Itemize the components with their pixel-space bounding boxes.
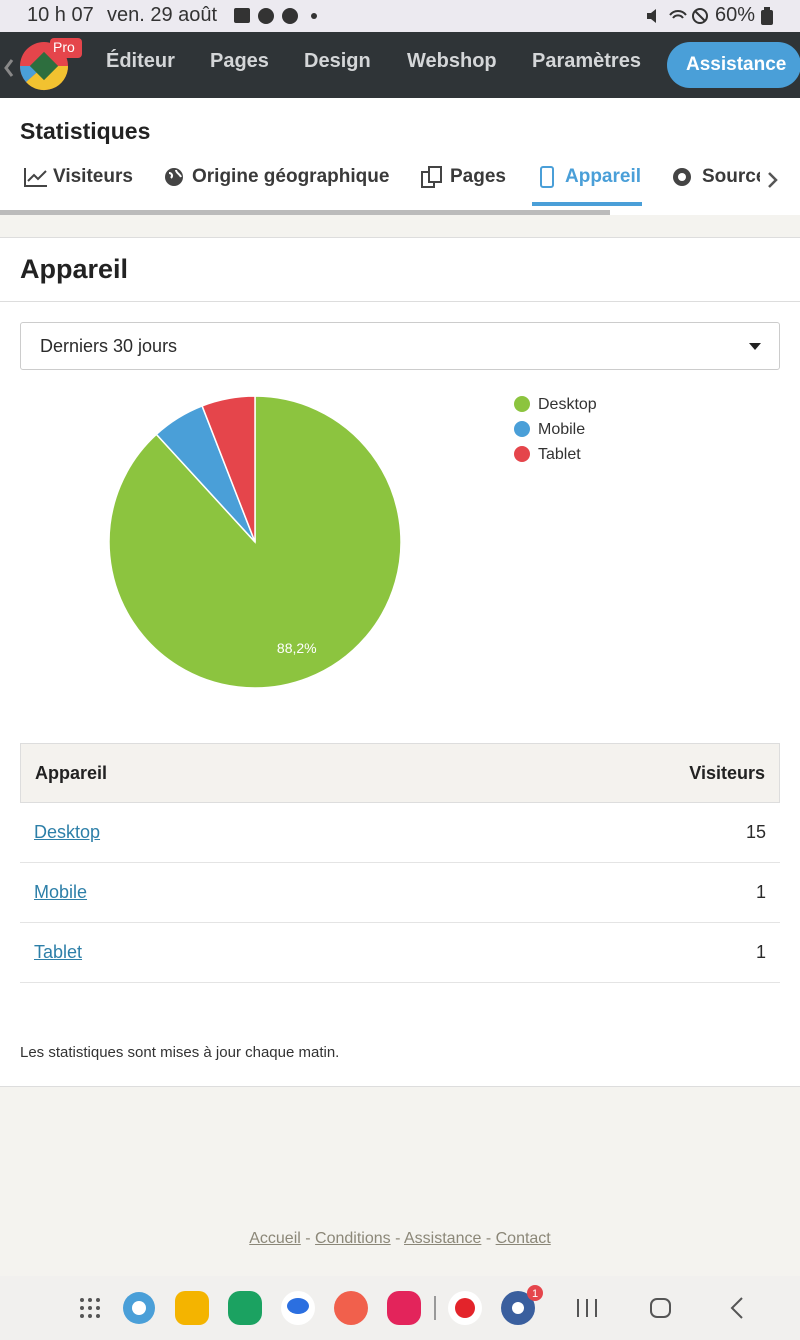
- date: ven. 29 août: [107, 4, 218, 26]
- page-title: Statistiques: [20, 118, 151, 144]
- battery: 60%: [715, 4, 756, 26]
- device-link[interactable]: Mobile: [34, 882, 88, 902]
- tab-icon: [24, 168, 47, 187]
- footer-link[interactable]: Accueil: [249, 1230, 301, 1247]
- footer-link[interactable]: Contact: [495, 1230, 551, 1247]
- tab[interactable]: Visiteurs: [53, 166, 133, 187]
- tab[interactable]: Sources: [702, 166, 760, 187]
- footer-link[interactable]: Conditions: [315, 1230, 391, 1247]
- android-dock: 1: [0, 1276, 800, 1340]
- visitor-count: 1: [755, 882, 766, 902]
- visitor-count: 15: [745, 822, 766, 842]
- notification-badge: [527, 1285, 543, 1301]
- pie-slice: [201, 395, 256, 543]
- separator: -: [395, 1230, 401, 1247]
- column-header: Visiteurs: [689, 763, 765, 783]
- status-icons-right: [647, 8, 708, 24]
- section-title: Appareil: [20, 254, 129, 284]
- period-select[interactable]: Derniers 30 jours: [20, 322, 780, 370]
- badge-count: 1: [532, 1288, 538, 1300]
- column-header: Appareil: [35, 763, 108, 783]
- nav-item[interactable]: Pages: [210, 50, 269, 72]
- legend-swatch: [514, 396, 530, 412]
- table-header: Appareil Visiteurs: [20, 743, 780, 803]
- tab-icon: [673, 168, 691, 186]
- legend-swatch: [514, 421, 530, 437]
- tab-icon: [165, 168, 183, 186]
- table-row: Desktop 15: [20, 803, 780, 863]
- divider: [0, 301, 800, 302]
- separator: -: [305, 1230, 311, 1247]
- legend-label: Tablet: [538, 446, 581, 463]
- footer-link[interactable]: Assistance: [404, 1230, 482, 1247]
- home-button[interactable]: [650, 1298, 671, 1318]
- legend-swatch: [514, 446, 530, 462]
- caret: [749, 343, 761, 350]
- tab-icon: [540, 166, 554, 188]
- period-value: Derniers 30 jours: [40, 336, 178, 356]
- tab-underline: [532, 202, 642, 206]
- scrollbar: [0, 210, 610, 215]
- device-panel: Appareil Derniers 30 jours 88,2% Desktop M…: [0, 237, 800, 1087]
- battery-icon: [761, 7, 773, 25]
- visitor-count: 1: [755, 942, 766, 962]
- table-row: Tablet 1: [20, 923, 780, 983]
- footer: Accueil - Conditions - Assistance - Cont…: [0, 1230, 800, 1248]
- update-note: Les statistiques sont mises à jour chaqu…: [20, 1044, 340, 1061]
- stats-header: Statistiques Visiteurs Origine géographi…: [0, 98, 800, 215]
- app-icon[interactable]: [175, 1291, 209, 1325]
- tab-active[interactable]: Appareil: [565, 166, 642, 187]
- app-icon[interactable]: [387, 1291, 421, 1325]
- table-row: Mobile 1: [20, 863, 780, 923]
- apps-grid[interactable]: [80, 1298, 100, 1318]
- app-icon[interactable]: [228, 1291, 262, 1325]
- assistance-button[interactable]: Assistance: [667, 42, 800, 88]
- nav-item[interactable]: Design: [304, 50, 371, 72]
- device-table: Appareil Visiteurs Desktop 15 Mobile 1 Table…: [20, 743, 780, 983]
- logo[interactable]: [0, 38, 90, 96]
- back-button[interactable]: [730, 1297, 743, 1319]
- pro-badge: Pro: [53, 39, 75, 55]
- recent-button[interactable]: [577, 1299, 597, 1317]
- scroll-right[interactable]: [765, 170, 781, 190]
- tab[interactable]: Origine géographique: [192, 166, 390, 187]
- pie-chart: 88,2% Desktop Mobile Tablet: [108, 395, 597, 689]
- legend-label: Mobile: [538, 421, 585, 438]
- app-icon[interactable]: [334, 1291, 368, 1325]
- tab-icon: [421, 166, 442, 188]
- device-link[interactable]: Tablet: [34, 942, 83, 962]
- separator: -: [485, 1230, 492, 1247]
- device-link[interactable]: Desktop: [34, 822, 101, 842]
- status-bar: 10 h 07 ven. 29 août 60%: [0, 0, 800, 32]
- tab[interactable]: Pages: [450, 166, 506, 187]
- top-nav: Pro Éditeur Pages Design Webshop Paramèt…: [0, 32, 800, 98]
- nav-item[interactable]: Paramètres: [532, 50, 641, 72]
- status-icons: [234, 8, 317, 24]
- slice-label: 88,2%: [277, 640, 317, 656]
- time: 10 h 07: [27, 4, 94, 26]
- nav-item[interactable]: Webshop: [407, 50, 497, 72]
- legend-label: Desktop: [538, 396, 597, 413]
- nav-item[interactable]: Éditeur: [106, 50, 175, 72]
